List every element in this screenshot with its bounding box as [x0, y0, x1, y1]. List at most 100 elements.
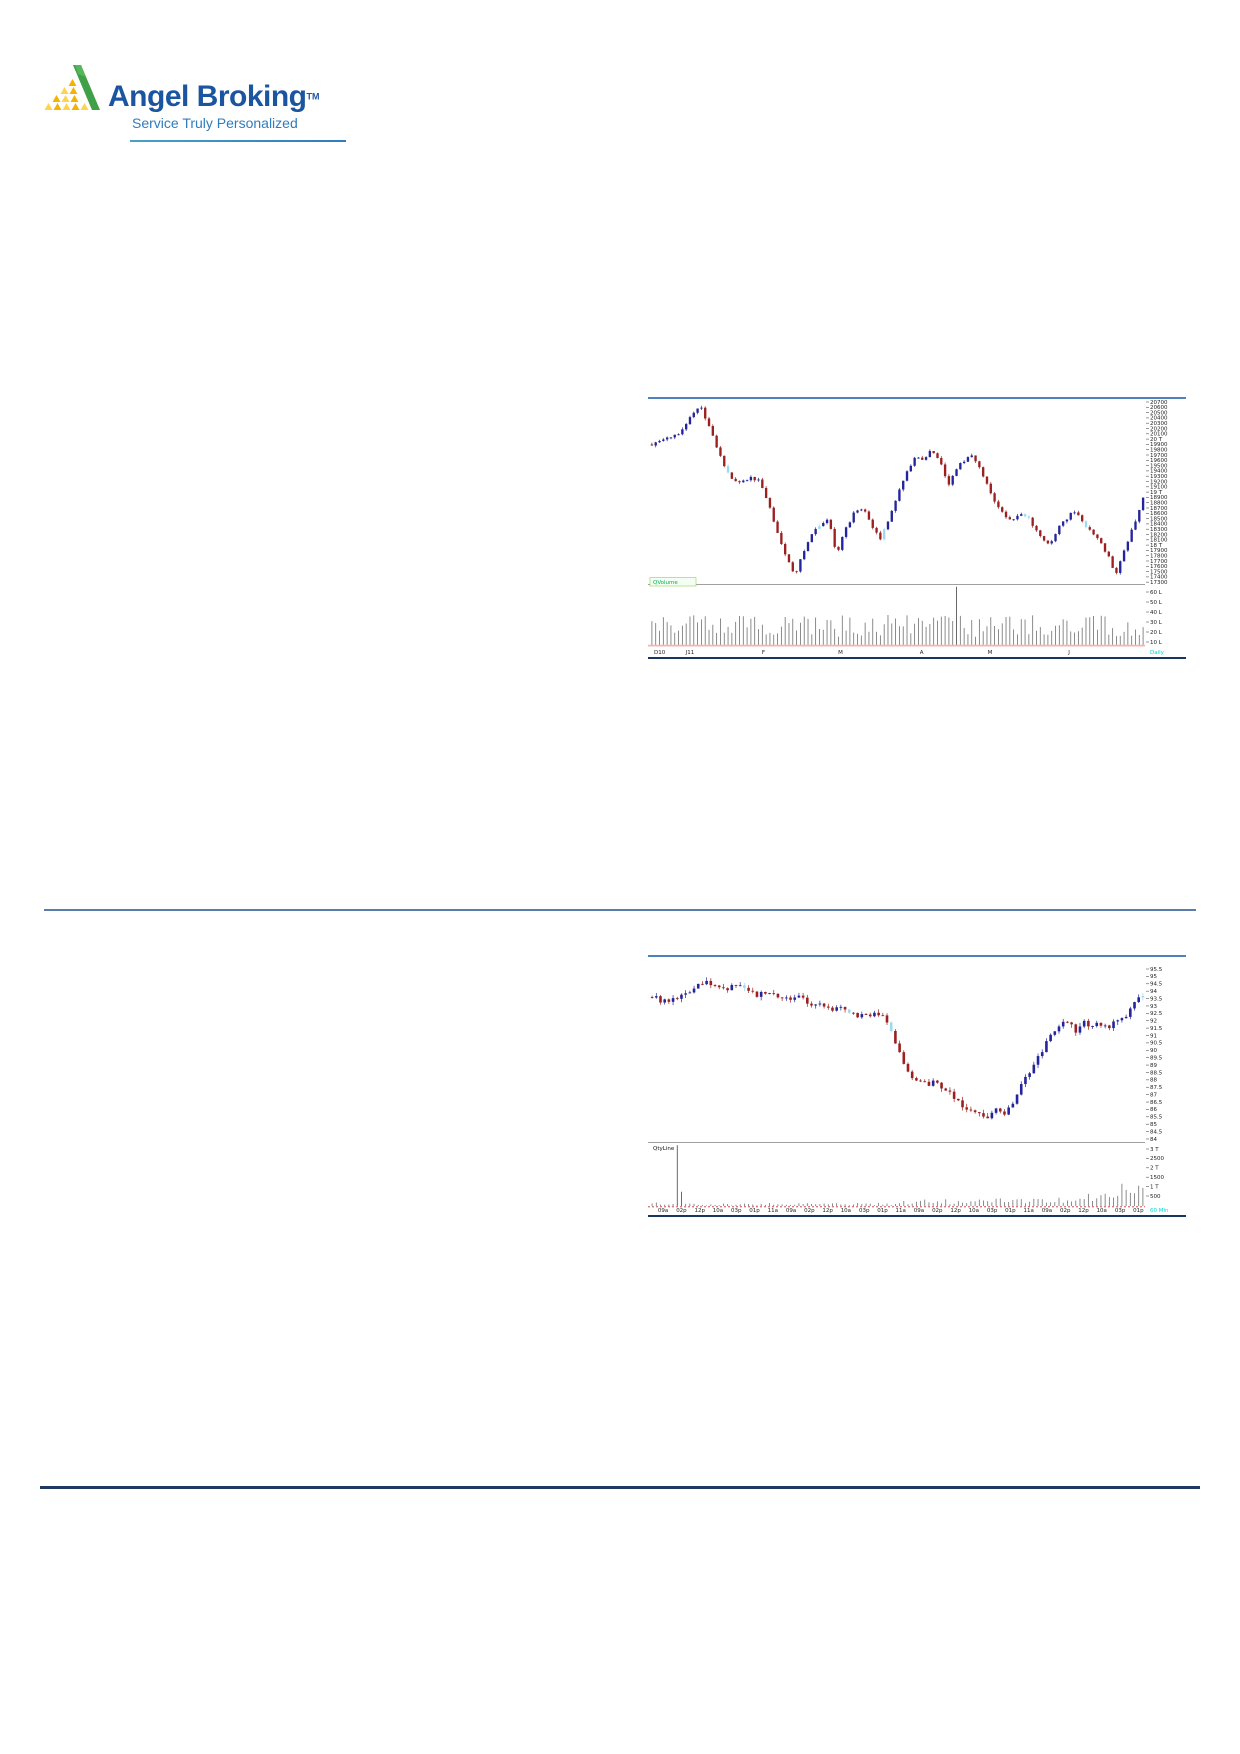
svg-text:01p: 01p — [877, 1208, 888, 1214]
svg-text:09a: 09a — [914, 1208, 924, 1214]
svg-text:17600: 17600 — [1150, 564, 1168, 570]
svg-text:94: 94 — [1150, 989, 1157, 995]
svg-text:09a: 09a — [786, 1208, 796, 1214]
svg-text:40 L: 40 L — [1150, 610, 1163, 616]
svg-text:95: 95 — [1150, 974, 1157, 980]
svg-text:QVolume: QVolume — [653, 580, 678, 586]
svg-text:20100: 20100 — [1150, 432, 1168, 438]
svg-text:19800: 19800 — [1150, 448, 1168, 454]
svg-text:19 T: 19 T — [1150, 490, 1163, 496]
svg-text:1500: 1500 — [1150, 1175, 1164, 1181]
svg-text:89: 89 — [1150, 1063, 1157, 1069]
page-footer-rule — [40, 1486, 1200, 1489]
logo-underline — [130, 140, 346, 142]
svg-text:J11: J11 — [685, 650, 695, 656]
svg-text:01p: 01p — [749, 1208, 760, 1214]
logo-pyramid-icon — [44, 65, 100, 110]
svg-text:18600: 18600 — [1150, 511, 1168, 517]
svg-text:03p: 03p — [1115, 1208, 1126, 1214]
svg-text:60 L: 60 L — [1150, 590, 1163, 596]
svg-text:02p: 02p — [676, 1208, 687, 1214]
svg-text:12p: 12p — [1078, 1208, 1089, 1214]
svg-text:17300: 17300 — [1150, 580, 1168, 586]
svg-text:89.5: 89.5 — [1150, 1055, 1163, 1061]
svg-text:91.5: 91.5 — [1150, 1026, 1163, 1032]
svg-text:93: 93 — [1150, 1004, 1157, 1010]
svg-text:88: 88 — [1150, 1078, 1157, 1084]
svg-text:03p: 03p — [859, 1208, 870, 1214]
svg-text:85: 85 — [1150, 1122, 1157, 1128]
svg-text:18800: 18800 — [1150, 501, 1168, 507]
svg-text:18900: 18900 — [1150, 495, 1168, 501]
svg-text:19700: 19700 — [1150, 453, 1168, 459]
svg-text:19600: 19600 — [1150, 458, 1168, 464]
svg-text:09a: 09a — [658, 1208, 668, 1214]
svg-text:20300: 20300 — [1150, 421, 1168, 427]
svg-text:01p: 01p — [1005, 1208, 1016, 1214]
svg-text:60 Min: 60 Min — [1150, 1208, 1169, 1214]
section-divider — [44, 909, 1196, 911]
svg-text:2500: 2500 — [1150, 1156, 1164, 1162]
svg-text:F: F — [762, 650, 765, 656]
svg-text:20400: 20400 — [1150, 416, 1168, 422]
svg-text:84.5: 84.5 — [1150, 1129, 1163, 1135]
angel-broking-logo: Angel BrokingTM Service Truly Personaliz… — [42, 62, 372, 152]
svg-text:2 T: 2 T — [1150, 1166, 1159, 1172]
svg-text:3 T: 3 T — [1150, 1147, 1159, 1153]
svg-text:02p: 02p — [1060, 1208, 1071, 1214]
svg-text:86: 86 — [1150, 1107, 1157, 1113]
svg-text:19900: 19900 — [1150, 442, 1168, 448]
svg-text:18 T: 18 T — [1150, 543, 1163, 549]
svg-text:17900: 17900 — [1150, 548, 1168, 554]
svg-text:19500: 19500 — [1150, 463, 1168, 469]
svg-text:18500: 18500 — [1150, 516, 1168, 522]
svg-text:02p: 02p — [932, 1208, 943, 1214]
svg-text:19100: 19100 — [1150, 485, 1168, 491]
svg-text:18100: 18100 — [1150, 538, 1168, 544]
svg-text:50 L: 50 L — [1150, 600, 1163, 606]
svg-text:20700: 20700 — [1150, 400, 1168, 406]
svg-text:95.5: 95.5 — [1150, 967, 1163, 973]
svg-text:02p: 02p — [804, 1208, 815, 1214]
svg-text:87: 87 — [1150, 1092, 1157, 1098]
svg-text:10a: 10a — [969, 1208, 979, 1214]
svg-text:11a: 11a — [768, 1208, 778, 1214]
svg-text:19300: 19300 — [1150, 474, 1168, 480]
svg-text:17500: 17500 — [1150, 569, 1168, 575]
svg-text:1 T: 1 T — [1150, 1184, 1159, 1190]
svg-text:20500: 20500 — [1150, 410, 1168, 416]
svg-text:D10: D10 — [654, 650, 666, 656]
svg-text:12p: 12p — [822, 1208, 833, 1214]
svg-text:20 T: 20 T — [1150, 437, 1163, 443]
svg-text:19400: 19400 — [1150, 469, 1168, 475]
svg-text:20200: 20200 — [1150, 426, 1168, 432]
svg-text:09a: 09a — [1042, 1208, 1052, 1214]
svg-text:12p: 12p — [694, 1208, 705, 1214]
svg-text:91: 91 — [1150, 1033, 1157, 1039]
svg-text:87.5: 87.5 — [1150, 1085, 1163, 1091]
svg-text:18300: 18300 — [1150, 527, 1168, 533]
svg-text:500: 500 — [1150, 1194, 1161, 1200]
svg-text:03p: 03p — [987, 1208, 998, 1214]
svg-text:10a: 10a — [841, 1208, 851, 1214]
svg-text:18700: 18700 — [1150, 506, 1168, 512]
svg-text:11a: 11a — [896, 1208, 906, 1214]
svg-text:20600: 20600 — [1150, 405, 1168, 411]
svg-text:M: M — [838, 650, 843, 656]
svg-text:11a: 11a — [1023, 1208, 1033, 1214]
svg-text:94.5: 94.5 — [1150, 982, 1163, 988]
svg-text:19200: 19200 — [1150, 479, 1168, 485]
svg-text:90: 90 — [1150, 1048, 1157, 1054]
svg-text:84: 84 — [1150, 1137, 1157, 1143]
svg-text:A: A — [920, 650, 924, 656]
svg-text:01p: 01p — [1133, 1208, 1144, 1214]
svg-text:10a: 10a — [1097, 1208, 1107, 1214]
svg-text:Daily: Daily — [1150, 650, 1165, 656]
svg-text:M: M — [988, 650, 993, 656]
svg-text:92: 92 — [1150, 1019, 1157, 1025]
svg-text:86.5: 86.5 — [1150, 1100, 1163, 1106]
svg-text:93.5: 93.5 — [1150, 996, 1163, 1002]
svg-text:17400: 17400 — [1150, 575, 1168, 581]
